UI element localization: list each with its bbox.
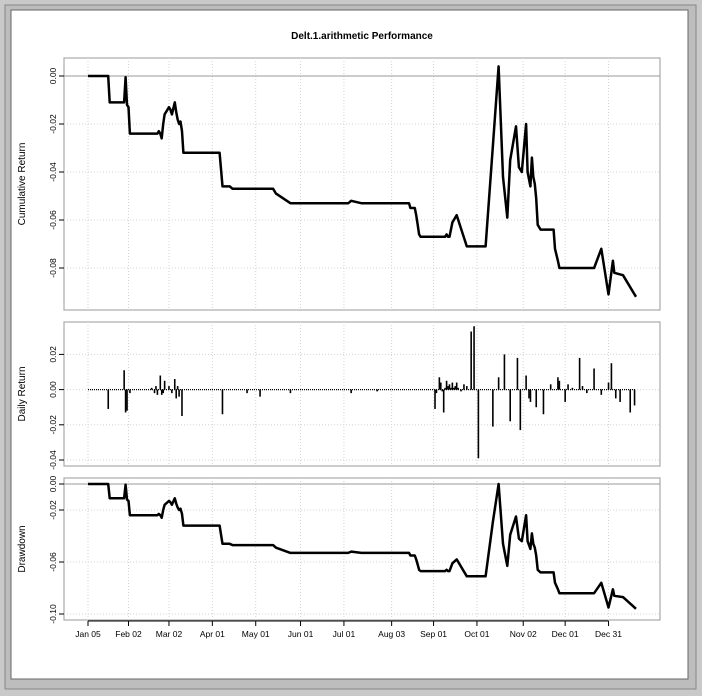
- drawdown-plot-area: [63, 477, 661, 621]
- y-tick-label: 0.00: [48, 475, 58, 492]
- drawdown-panel: 0.00 -0.02 -0.06 -0.10 Drawdown: [17, 475, 661, 624]
- x-tick-label: Mar 02: [156, 629, 183, 639]
- x-tick-label: Aug 03: [378, 629, 405, 639]
- y-tick-label: -0.02: [48, 500, 58, 520]
- y-tick-label: 0.00: [48, 381, 58, 398]
- x-tick-label: Jan 05: [75, 629, 101, 639]
- y-tick-label: -0.04: [48, 450, 58, 470]
- x-tick-label: Dec 31: [595, 629, 622, 639]
- x-tick-label: Jul 01: [333, 629, 356, 639]
- cumulative-y-axis: 0.00 -0.02 -0.04 -0.06 -0.08: [48, 67, 64, 278]
- daily-y-label: Daily Return: [17, 366, 28, 421]
- daily-panel: 0.02 0.00 -0.02 -0.04 Daily Return: [17, 321, 661, 470]
- canvas-background: [10, 9, 689, 680]
- x-tick-label: Feb 02: [115, 629, 142, 639]
- daily-return-bars: [88, 326, 636, 459]
- cumulative-plot-area: [63, 57, 661, 311]
- x-tick-label: Sep 01: [420, 629, 447, 639]
- x-axis: Jan 05 Feb 02 Mar 02 Apr 01 May 01 Jun 01 Jul …: [75, 620, 622, 639]
- y-tick-label: -0.08: [48, 258, 58, 278]
- x-tick-label: Oct 01: [464, 629, 489, 639]
- chart-title: Delt.1.arithmetic Performance: [291, 31, 433, 42]
- y-tick-label: 0.00: [48, 67, 58, 84]
- y-tick-label: 0.02: [48, 346, 58, 363]
- y-tick-label: -0.02: [48, 415, 58, 435]
- x-tick-label: Apr 01: [200, 629, 225, 639]
- drawdown-y-label: Drawdown: [17, 525, 28, 572]
- daily-y-axis: 0.02 0.00 -0.02 -0.04: [48, 346, 64, 470]
- y-tick-label: -0.06: [48, 552, 58, 572]
- daily-plot-area: [63, 321, 661, 467]
- drawdown-line: [88, 482, 637, 610]
- x-tick-label: Jun 01: [288, 629, 314, 639]
- x-tick-label: May 01: [242, 629, 270, 639]
- x-tick-label: Dec 01: [552, 629, 579, 639]
- x-tick-label: Nov 02: [510, 629, 537, 639]
- cumulative-return-line: [88, 65, 638, 298]
- cumulative-grid: [64, 58, 660, 310]
- cumulative-panel: 0.00 -0.02 -0.04 -0.06 -0.08 Cumulative Retu…: [17, 57, 661, 311]
- cumulative-y-label: Cumulative Return: [17, 143, 28, 226]
- y-tick-label: -0.10: [48, 604, 58, 624]
- drawdown-y-axis: 0.00 -0.02 -0.06 -0.10: [48, 475, 64, 624]
- y-tick-label: -0.04: [48, 162, 58, 182]
- y-tick-label: -0.02: [48, 114, 58, 134]
- y-tick-label: -0.06: [48, 210, 58, 230]
